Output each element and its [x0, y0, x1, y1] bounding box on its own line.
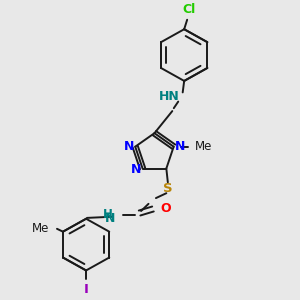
Text: S: S [163, 182, 172, 194]
Text: H: H [103, 208, 113, 221]
Text: N: N [104, 212, 115, 225]
Text: Me: Me [32, 222, 50, 235]
Text: I: I [84, 284, 88, 296]
Text: Me: Me [194, 140, 212, 153]
Text: O: O [160, 202, 171, 215]
Text: Cl: Cl [182, 3, 195, 16]
Text: N: N [124, 140, 134, 153]
Text: HN: HN [159, 90, 180, 103]
Text: N: N [131, 163, 141, 176]
Text: N: N [175, 140, 185, 153]
